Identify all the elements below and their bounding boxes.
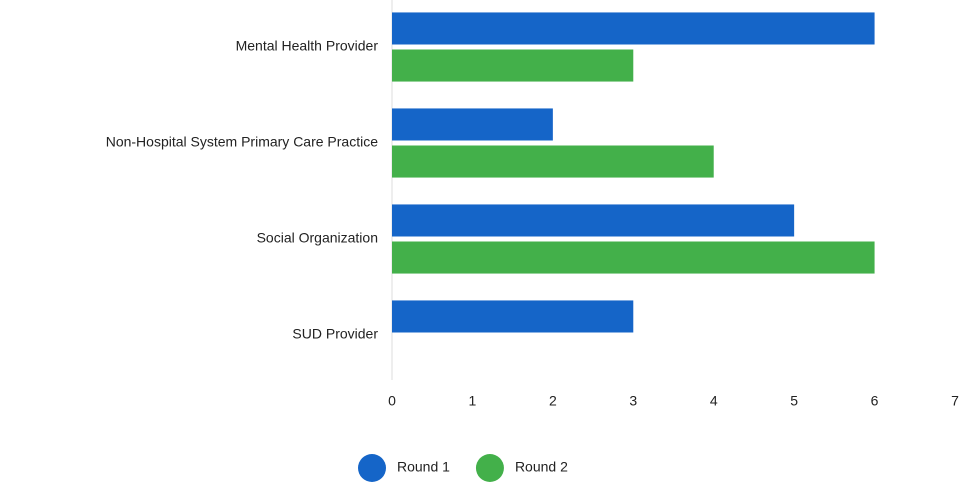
bar — [392, 241, 875, 274]
y-tick-label: Mental Health Provider — [236, 38, 379, 54]
y-tick-label: SUD Provider — [292, 326, 378, 342]
bar — [392, 145, 714, 178]
y-tick-label: Non-Hospital System Primary Care Practic… — [106, 134, 379, 150]
bar — [392, 108, 553, 141]
x-tick-label: 0 — [388, 393, 396, 409]
x-tick-label: 5 — [790, 393, 798, 409]
bar — [392, 300, 634, 333]
x-tick-label: 3 — [629, 393, 637, 409]
x-tick-label: 4 — [710, 393, 718, 409]
legend-swatch — [475, 454, 504, 482]
legend-label: Round 2 — [515, 459, 568, 475]
bar — [392, 49, 634, 82]
legend-swatch — [358, 454, 386, 482]
x-tick-label: 7 — [951, 393, 959, 409]
bar — [392, 12, 875, 45]
x-tick-label: 2 — [549, 393, 557, 409]
x-tick-label: 6 — [871, 393, 879, 409]
x-tick-label: 1 — [469, 393, 477, 409]
bar — [392, 204, 795, 237]
y-tick-label: Social Organization — [257, 230, 378, 246]
legend-label: Round 1 — [397, 459, 450, 475]
